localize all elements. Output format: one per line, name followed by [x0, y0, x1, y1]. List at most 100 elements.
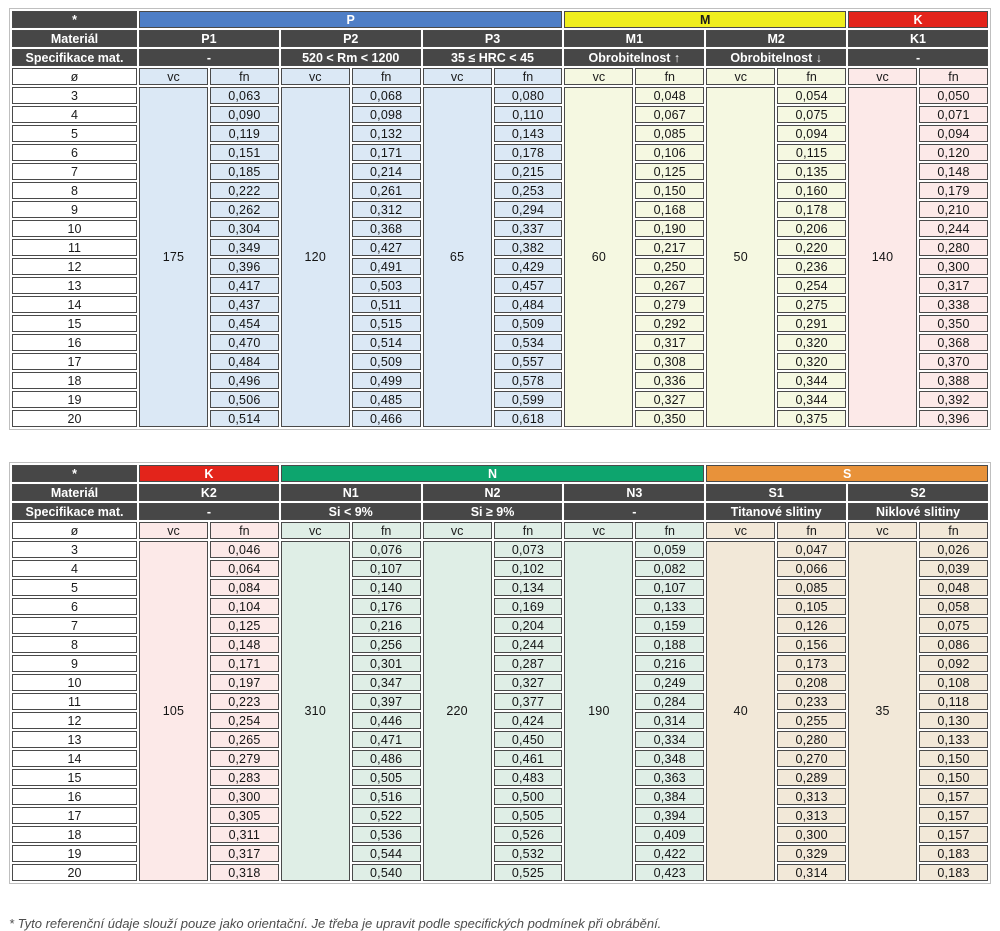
fn-value-p1: 0,119: [209, 125, 279, 142]
spec-header-s1: Titanové slitiny: [706, 503, 847, 520]
fn-value-m2: 0,236: [777, 258, 847, 275]
diameter-value: 17: [12, 807, 137, 824]
table-row: 18 0,311 0,536 0,526 0,409 0,300 0,157: [12, 826, 988, 843]
vc-value-k2: 105: [139, 541, 208, 881]
fn-value-k2: 0,265: [209, 731, 279, 748]
table-row: 6 0,151 0,171 0,178 0,106 0,115 0,120: [12, 144, 988, 161]
cutting-parameters-table-kns: * K N S Materiál K2 N1 N2 N3 S1 S2 Specifikace mat.…: [9, 462, 991, 884]
diameter-value: 12: [12, 258, 137, 275]
fn-value-n3: 0,384: [635, 788, 705, 805]
fn-label-k1: fn: [918, 68, 988, 85]
diameter-value: 19: [12, 391, 137, 408]
fn-value-p3: 0,253: [493, 182, 563, 199]
fn-value-k1: 0,392: [918, 391, 988, 408]
fn-value-m2: 0,275: [777, 296, 847, 313]
table-row: 7 0,125 0,216 0,204 0,159 0,126 0,075: [12, 617, 988, 634]
fn-value-m1: 0,336: [635, 372, 705, 389]
table-row: 15 0,454 0,515 0,509 0,292 0,291 0,350: [12, 315, 988, 332]
fn-value-n1: 0,076: [351, 541, 421, 558]
fn-value-m1: 0,085: [635, 125, 705, 142]
fn-value-s2: 0,039: [918, 560, 988, 577]
fn-value-m1: 0,317: [635, 334, 705, 351]
fn-value-p3: 0,382: [493, 239, 563, 256]
table-row: 14 0,279 0,486 0,461 0,348 0,270 0,150: [12, 750, 988, 767]
fn-value-p3: 0,143: [493, 125, 563, 142]
diameter-value: 16: [12, 788, 137, 805]
fn-value-p2: 0,132: [351, 125, 421, 142]
fn-value-n2: 0,505: [493, 807, 563, 824]
table-row: 10 0,304 0,368 0,337 0,190 0,206 0,244: [12, 220, 988, 237]
fn-label-p3: fn: [493, 68, 563, 85]
spec-header-m1: Obrobitelnost ↑: [564, 49, 705, 66]
diameter-value: 20: [12, 410, 137, 427]
table-row: 16 0,470 0,514 0,534 0,317 0,320 0,368: [12, 334, 988, 351]
fn-value-n2: 0,525: [493, 864, 563, 881]
fn-value-p1: 0,396: [209, 258, 279, 275]
group-header-s: S: [706, 465, 988, 482]
diameter-value: 15: [12, 315, 137, 332]
fn-value-n2: 0,327: [493, 674, 563, 691]
spec-header-n3: -: [564, 503, 705, 520]
diameter-value: 16: [12, 334, 137, 351]
fn-value-p3: 0,080: [493, 87, 563, 104]
table-row: 9 0,262 0,312 0,294 0,168 0,178 0,210: [12, 201, 988, 218]
fn-value-k2: 0,318: [209, 864, 279, 881]
fn-value-s2: 0,048: [918, 579, 988, 596]
diameter-value: 15: [12, 769, 137, 786]
fn-value-p1: 0,417: [209, 277, 279, 294]
fn-value-n3: 0,394: [635, 807, 705, 824]
table-row: 3 175 0,063 120 0,068 65 0,080 60 0,048 50 0,054 14…: [12, 87, 988, 427]
fn-value-p3: 0,618: [493, 410, 563, 427]
fn-value-k1: 0,396: [918, 410, 988, 427]
diameter-value: 9: [12, 655, 137, 672]
fn-value-m2: 0,220: [777, 239, 847, 256]
fn-label-n1: fn: [351, 522, 421, 539]
fn-value-s2: 0,133: [918, 731, 988, 748]
vc-value-m1: 60: [564, 87, 634, 427]
fn-value-s2: 0,157: [918, 826, 988, 843]
spec-header-p1: -: [139, 49, 279, 66]
fn-value-p3: 0,215: [493, 163, 563, 180]
table-kns: * K N S Materiál K2 N1 N2 N3 S1 S2 Specifikace mat.…: [10, 463, 990, 883]
diameter-value: 13: [12, 731, 137, 748]
fn-value-n1: 0,544: [351, 845, 421, 862]
fn-value-p2: 0,427: [351, 239, 421, 256]
fn-value-k2: 0,148: [209, 636, 279, 653]
diameter-value: 6: [12, 144, 137, 161]
fn-value-s1: 0,066: [777, 560, 847, 577]
fn-value-k2: 0,125: [209, 617, 279, 634]
diameter-value: 10: [12, 674, 137, 691]
fn-value-k2: 0,300: [209, 788, 279, 805]
group-header-p: P: [139, 11, 563, 28]
fn-value-m2: 0,206: [777, 220, 847, 237]
diameter-value: 8: [12, 182, 137, 199]
fn-value-n1: 0,522: [351, 807, 421, 824]
vc-value-s1: 40: [706, 541, 776, 881]
fn-value-p3: 0,337: [493, 220, 563, 237]
fn-value-k1: 0,370: [918, 353, 988, 370]
table-row: 8 0,222 0,261 0,253 0,150 0,160 0,179: [12, 182, 988, 199]
fn-value-m2: 0,115: [777, 144, 847, 161]
fn-value-m2: 0,320: [777, 353, 847, 370]
fn-value-p1: 0,262: [209, 201, 279, 218]
fn-value-m2: 0,094: [777, 125, 847, 142]
fn-value-s2: 0,150: [918, 750, 988, 767]
fn-value-m1: 0,125: [635, 163, 705, 180]
diameter-value: 11: [12, 693, 137, 710]
fn-value-p2: 0,368: [351, 220, 421, 237]
fn-value-p3: 0,484: [493, 296, 563, 313]
fn-value-m1: 0,308: [635, 353, 705, 370]
fn-value-n3: 0,249: [635, 674, 705, 691]
diameter-value: 8: [12, 636, 137, 653]
fn-value-m1: 0,067: [635, 106, 705, 123]
fn-value-s2: 0,157: [918, 788, 988, 805]
fn-value-k1: 0,300: [918, 258, 988, 275]
fn-value-k2: 0,197: [209, 674, 279, 691]
vc-label-p1: vc: [139, 68, 208, 85]
fn-value-k2: 0,171: [209, 655, 279, 672]
vc-value-n1: 310: [280, 541, 350, 881]
fn-value-n3: 0,409: [635, 826, 705, 843]
material-header-m2: M2: [706, 30, 847, 47]
fn-value-m2: 0,254: [777, 277, 847, 294]
diameter-value: 20: [12, 864, 137, 881]
